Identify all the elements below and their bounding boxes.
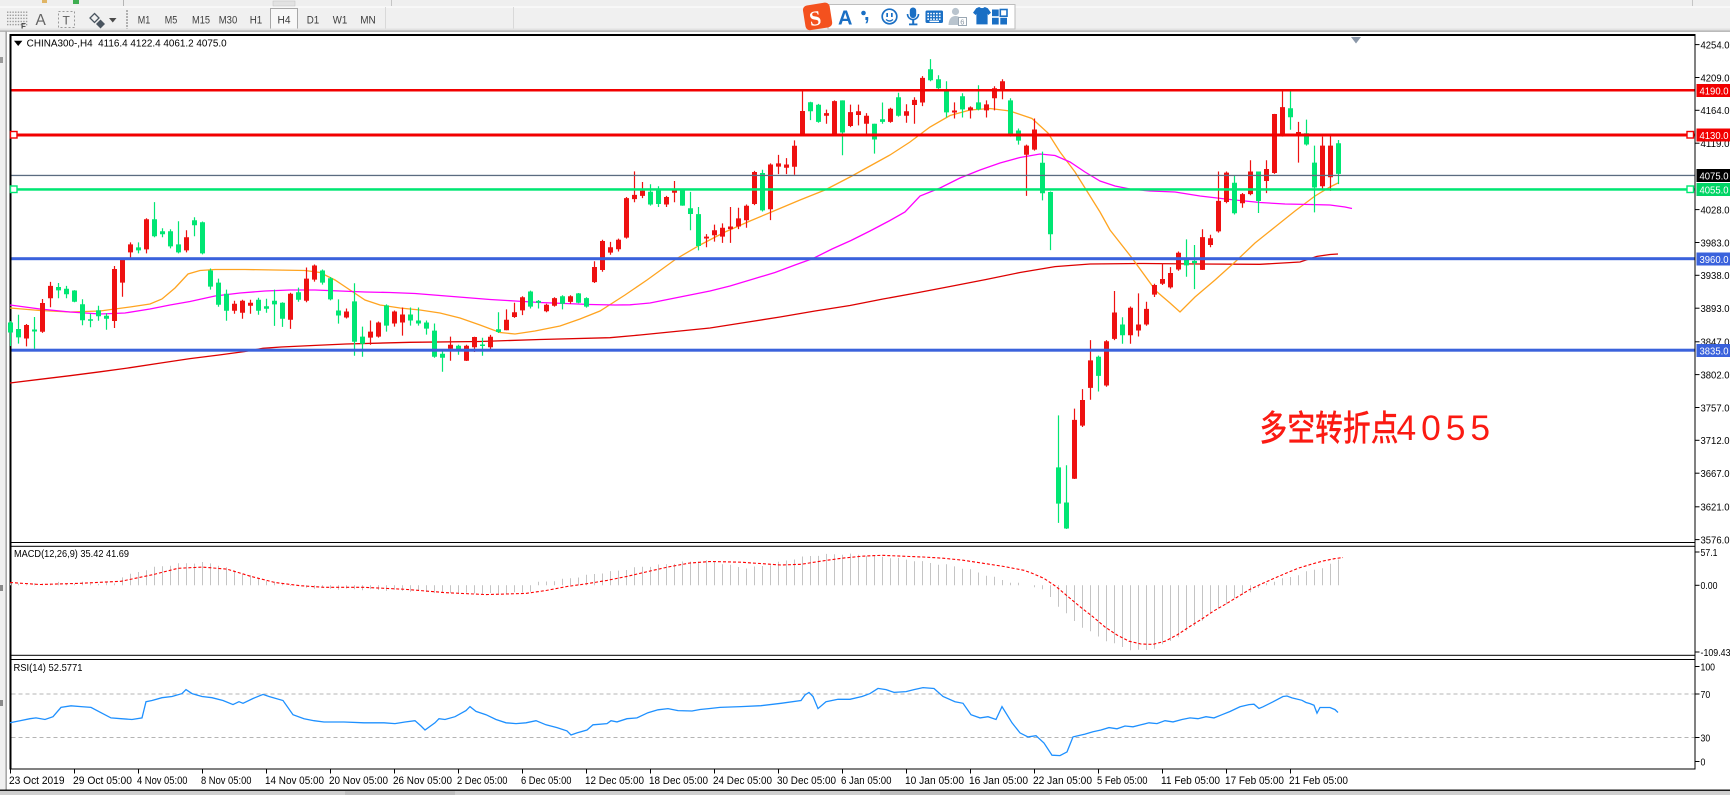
svg-text:T: T <box>63 14 71 28</box>
svg-text:3847.0: 3847.0 <box>1701 338 1730 349</box>
svg-text:4075.0: 4075.0 <box>1700 172 1729 183</box>
svg-text:10 Jan 05:00: 10 Jan 05:00 <box>905 775 964 787</box>
svg-text:M30: M30 <box>219 15 238 27</box>
svg-text:,: , <box>864 3 870 25</box>
svg-text:4190.0: 4190.0 <box>1700 87 1729 98</box>
svg-text:S: S <box>808 6 823 32</box>
svg-text:2 Dec 05:00: 2 Dec 05:00 <box>457 775 508 787</box>
svg-text:100: 100 <box>1701 662 1716 673</box>
svg-text:3712.0: 3712.0 <box>1701 436 1730 447</box>
svg-text:6 Jan 05:00: 6 Jan 05:00 <box>841 775 892 787</box>
svg-text:8 Nov 05:00: 8 Nov 05:00 <box>201 775 252 787</box>
svg-text:0: 0 <box>1701 757 1706 768</box>
svg-text:4028.0: 4028.0 <box>1701 206 1730 217</box>
svg-text:M15: M15 <box>192 15 210 27</box>
svg-text:3960.0: 3960.0 <box>1700 255 1729 266</box>
svg-text:30: 30 <box>1701 733 1711 744</box>
svg-text:H4: H4 <box>278 15 291 27</box>
svg-text:23 Oct 2019: 23 Oct 2019 <box>9 775 65 787</box>
svg-text:3835.0: 3835.0 <box>1700 347 1729 358</box>
svg-text:3621.0: 3621.0 <box>1701 503 1730 514</box>
svg-text:21 Feb 05:00: 21 Feb 05:00 <box>1289 775 1348 787</box>
svg-text:4130.0: 4130.0 <box>1700 131 1729 142</box>
svg-text:3802.0: 3802.0 <box>1701 371 1730 382</box>
svg-text:6: 6 <box>960 17 964 26</box>
svg-text:MN: MN <box>360 15 376 27</box>
svg-text:F: F <box>21 22 26 31</box>
svg-text:4119.0: 4119.0 <box>1701 139 1730 150</box>
svg-text:11 Feb 05:00: 11 Feb 05:00 <box>1161 775 1220 787</box>
svg-text:29 Oct 05:00: 29 Oct 05:00 <box>73 775 132 787</box>
svg-text:4164.0: 4164.0 <box>1701 106 1730 117</box>
svg-text:3983.0: 3983.0 <box>1701 238 1730 249</box>
svg-text:24 Dec 05:00: 24 Dec 05:00 <box>713 775 772 787</box>
svg-text:3576.0: 3576.0 <box>1701 536 1730 547</box>
svg-text:4 Nov 05:00: 4 Nov 05:00 <box>137 775 188 787</box>
svg-text:20 Nov 05:00: 20 Nov 05:00 <box>329 775 388 787</box>
svg-text:CHINA300-,H4 4116.4 4122.4 40: CHINA300-,H4 4116.4 4122.4 4061.2 4075.0 <box>27 38 228 49</box>
svg-text:14 Nov 05:00: 14 Nov 05:00 <box>265 775 324 787</box>
svg-text:5 Feb 05:00: 5 Feb 05:00 <box>1097 775 1148 787</box>
svg-text:A: A <box>838 8 852 30</box>
svg-text:M5: M5 <box>165 15 178 27</box>
svg-text:4209.0: 4209.0 <box>1701 73 1730 84</box>
svg-text:16 Jan 05:00: 16 Jan 05:00 <box>969 775 1028 787</box>
svg-text:18 Dec 05:00: 18 Dec 05:00 <box>649 775 708 787</box>
svg-text:H1: H1 <box>250 15 263 27</box>
svg-text:22 Jan 05:00: 22 Jan 05:00 <box>1033 775 1092 787</box>
svg-text:M1: M1 <box>138 15 151 27</box>
svg-text:W1: W1 <box>333 15 348 27</box>
svg-text:0.00: 0.00 <box>1701 581 1718 592</box>
svg-text:6 Dec 05:00: 6 Dec 05:00 <box>521 775 572 787</box>
svg-text:3893.0: 3893.0 <box>1701 304 1730 315</box>
svg-text:3667.0: 3667.0 <box>1701 469 1730 480</box>
svg-text:4254.0: 4254.0 <box>1701 41 1730 52</box>
svg-text:3938.0: 3938.0 <box>1701 271 1730 282</box>
svg-text:A: A <box>36 12 47 29</box>
svg-text:-109.43: -109.43 <box>1701 648 1730 659</box>
svg-text:70: 70 <box>1701 690 1711 701</box>
svg-text:12 Dec 05:00: 12 Dec 05:00 <box>585 775 644 787</box>
svg-text:D1: D1 <box>307 15 320 27</box>
svg-text:3757.0: 3757.0 <box>1701 403 1730 414</box>
svg-text:26 Nov 05:00: 26 Nov 05:00 <box>393 775 452 787</box>
svg-text:17 Feb 05:00: 17 Feb 05:00 <box>1225 775 1284 787</box>
svg-text:MACD(12,26,9) 35.42 41.69: MACD(12,26,9) 35.42 41.69 <box>14 548 129 560</box>
svg-text:4055.0: 4055.0 <box>1700 186 1729 197</box>
svg-text:RSI(14) 52.5771: RSI(14) 52.5771 <box>14 662 83 674</box>
svg-text:57.1: 57.1 <box>1701 548 1718 559</box>
svg-text:30 Dec 05:00: 30 Dec 05:00 <box>777 775 836 787</box>
